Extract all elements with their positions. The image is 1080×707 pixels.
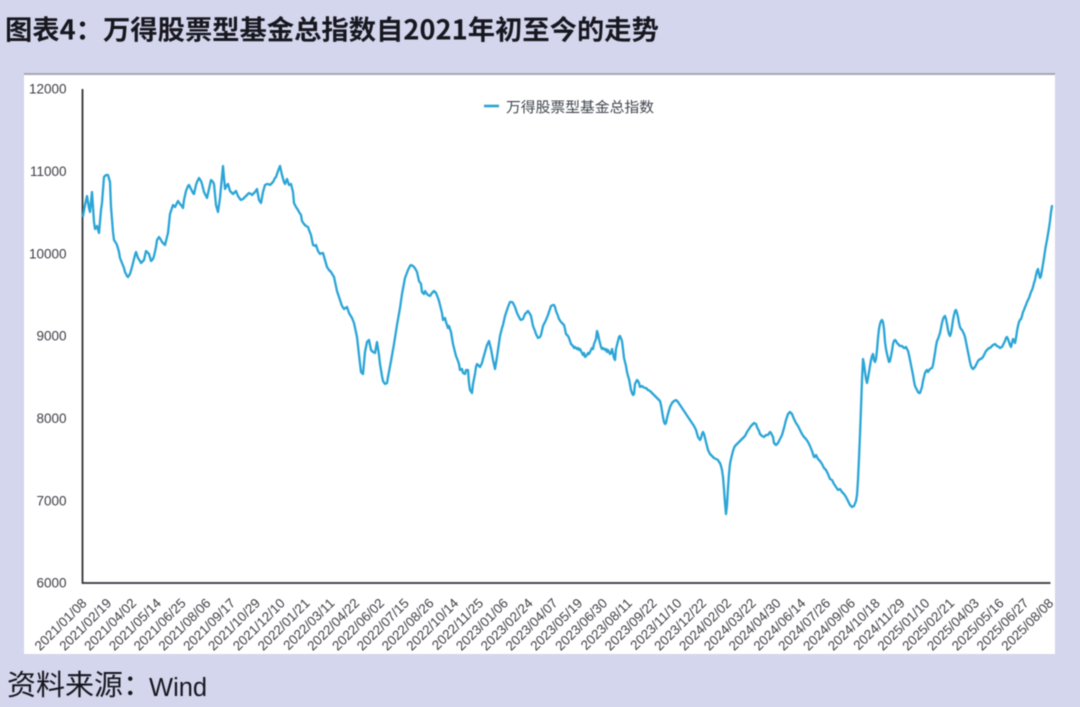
svg-text:9000: 9000: [36, 329, 66, 344]
svg-text:8000: 8000: [36, 411, 66, 426]
svg-text:11000: 11000: [30, 164, 67, 179]
svg-text:Wind: Wind: [149, 674, 207, 702]
svg-text:12000: 12000: [29, 82, 67, 97]
svg-text:7000: 7000: [36, 493, 66, 508]
svg-text:10000: 10000: [29, 246, 67, 261]
svg-text:6000: 6000: [36, 576, 66, 591]
